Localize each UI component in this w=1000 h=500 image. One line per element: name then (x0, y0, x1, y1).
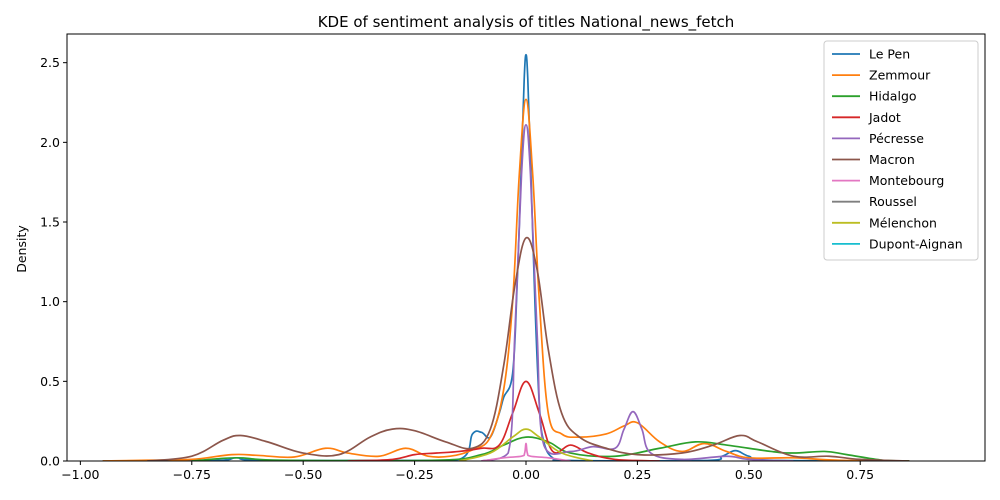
legend-label: Pécresse (869, 131, 924, 146)
y-tick-label: 2.0 (40, 135, 60, 150)
y-tick-label: 1.0 (40, 294, 60, 309)
y-axis-label: Density (14, 225, 29, 273)
legend-label: Macron (869, 152, 915, 167)
x-tick-label: 0.50 (735, 467, 763, 482)
x-tick-label: −1.00 (61, 467, 99, 482)
legend-label: Mélenchon (869, 215, 937, 230)
legend-label: Le Pen (869, 47, 910, 62)
legend-label: Hidalgo (869, 89, 917, 104)
legend-label: Jadot (868, 110, 901, 125)
legend-label: Roussel (869, 194, 917, 209)
series-line-montebourg (481, 442, 571, 461)
axes-layer: −1.00 −0.75 −0.50 −0.25 0.00 0.25 0.50 0.75 0.0 0… (40, 33, 986, 482)
x-tick-label: −0.25 (395, 467, 433, 482)
series-line-zemmour (102, 98, 910, 461)
y-tick-label: 0.0 (40, 454, 60, 469)
legend-label: Zemmour (869, 68, 931, 83)
y-tick-label: 2.5 (40, 55, 60, 70)
x-tick-label: −0.50 (284, 467, 322, 482)
x-tick-label: 0.00 (512, 467, 540, 482)
legend-label: Montebourg (869, 173, 944, 188)
legend-box (823, 40, 979, 261)
chart-title: KDE of sentiment analysis of titles Nati… (318, 13, 735, 32)
series-line-m-lenchon (458, 428, 594, 461)
legend: Le Pen Zemmour Hidalgo Jadot Pécresse Macron M… (823, 40, 979, 261)
x-tick-label: 0.25 (623, 467, 651, 482)
x-tick-label: −0.75 (173, 467, 211, 482)
series-line-p-cresse (481, 123, 794, 461)
y-tick-label: 0.5 (40, 374, 60, 389)
x-tick-label: 0.75 (846, 467, 874, 482)
legend-label: Dupont-Aignan (869, 236, 963, 251)
y-tick-label: 1.5 (40, 215, 60, 230)
series-line-macron (147, 236, 910, 461)
